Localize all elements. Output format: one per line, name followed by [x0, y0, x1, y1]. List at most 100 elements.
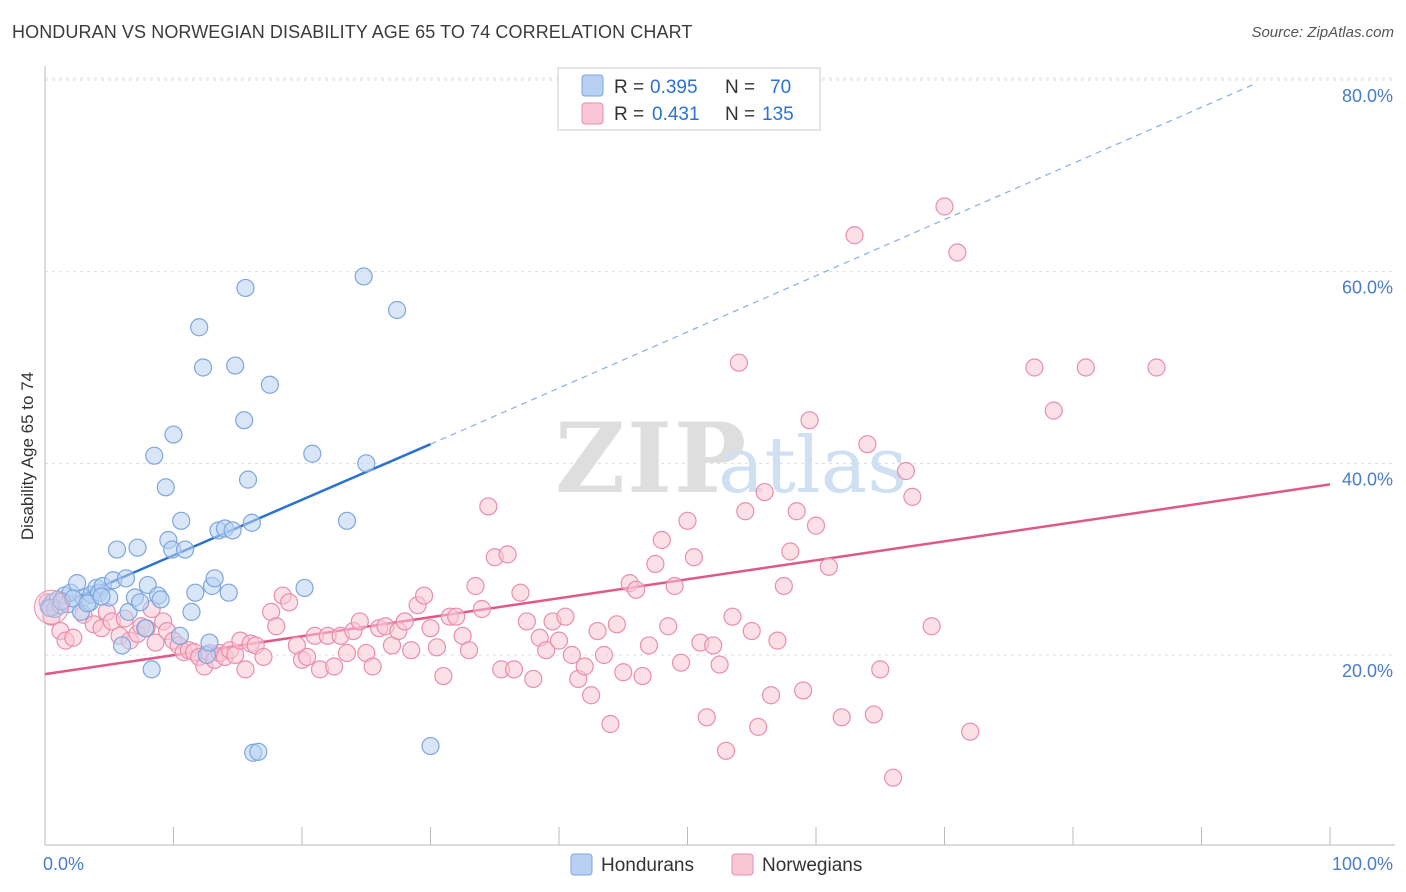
- norwegian-point: [633, 666, 652, 686]
- norwegian-point: [556, 607, 575, 626]
- chart-title: HONDURAN VS NORWEGIAN DISABILITY AGE 65 …: [12, 22, 693, 42]
- norwegian-point: [671, 653, 691, 672]
- bottom-legend-swatch-norwegians: [731, 853, 754, 876]
- honduran-point: [337, 511, 357, 530]
- honduran-point: [190, 318, 209, 337]
- y-tick-labels: 20.0% 40.0% 60.0% 80.0%: [1342, 86, 1393, 681]
- legend-n-label-2: N =: [725, 104, 755, 125]
- norwegian-point: [935, 197, 954, 216]
- honduran-point: [130, 593, 150, 612]
- norwegian-point: [768, 631, 787, 650]
- norwegian-point: [64, 628, 83, 647]
- norwegian-point: [858, 435, 877, 454]
- norwegian-point: [549, 631, 569, 650]
- honduran-point: [226, 356, 245, 375]
- norwegian-point: [742, 621, 761, 641]
- norwegian-point: [903, 487, 922, 506]
- norwegian-point: [524, 669, 543, 689]
- honduran-point: [136, 619, 155, 638]
- norwegian-point: [575, 657, 594, 676]
- norwegian-point: [736, 502, 755, 521]
- x-tick-label: 100.0%: [1332, 854, 1393, 874]
- norwegian-point: [787, 502, 806, 521]
- y-axis-label: Disability Age 65 to 74: [18, 372, 37, 540]
- norwegian-point-large: [33, 589, 69, 625]
- legend-r-value-2: 0.431: [652, 104, 700, 125]
- honduran-point: [236, 278, 255, 298]
- norwegian-point: [761, 686, 781, 705]
- honduran-point: [238, 470, 258, 489]
- bottom-legend-swatch-hondurans: [570, 853, 593, 876]
- honduran-point: [354, 267, 373, 286]
- honduran-point: [219, 583, 238, 602]
- norwegian-point: [325, 657, 344, 676]
- norwegian-point: [819, 557, 838, 576]
- norwegian-point: [639, 636, 659, 655]
- norwegian-point: [646, 554, 665, 574]
- axes: [44, 66, 1395, 846]
- norwegian-point: [896, 461, 916, 481]
- norwegian-point: [845, 226, 864, 245]
- norwegian-point: [414, 586, 434, 605]
- norwegian-point: [1076, 358, 1095, 377]
- honduran-point: [205, 569, 224, 588]
- norwegian-point: [421, 619, 440, 638]
- bottom-legend-hondurans: Hondurans: [601, 855, 694, 876]
- source-label: Source: ZipAtlas.com: [1251, 24, 1394, 41]
- honduran-point: [142, 660, 161, 679]
- norwegian-point: [729, 353, 749, 372]
- honduran-point: [116, 569, 136, 588]
- norwegian-point: [337, 643, 357, 663]
- honduran-point: [249, 742, 268, 761]
- honduran-point: [357, 454, 376, 473]
- honduran-point: [164, 425, 183, 444]
- honduran-point: [170, 626, 190, 645]
- honduran-point: [172, 511, 191, 530]
- norwegian-point: [466, 576, 485, 596]
- norwegian-point: [684, 548, 704, 567]
- norwegian-point: [267, 617, 286, 636]
- norwegian-point: [146, 633, 165, 652]
- norwegian-point: [652, 530, 671, 550]
- norwegian-point: [402, 641, 421, 660]
- norwegian-point: [781, 542, 800, 561]
- honduran-point: [193, 358, 213, 377]
- norwegian-point: [298, 647, 317, 667]
- legend-n-label-1: N =: [725, 77, 755, 98]
- honduran-point: [92, 587, 111, 606]
- norwegian-point: [883, 768, 903, 787]
- norwegian-point: [774, 576, 793, 596]
- honduran-point: [112, 636, 132, 655]
- norwegian-point: [961, 722, 980, 741]
- norwegian-point: [704, 636, 723, 655]
- norwegian-point: [806, 516, 826, 535]
- norwegian-point: [601, 714, 620, 734]
- norwegian-point: [498, 545, 517, 564]
- honduran-point: [421, 736, 440, 756]
- x-tick-label: 0.0%: [43, 854, 84, 874]
- norwegian-point: [749, 717, 768, 736]
- norwegian-point: [479, 497, 498, 516]
- norwegian-point: [447, 607, 466, 626]
- legend-r-label-1: R =: [614, 77, 644, 98]
- correlation-legend: R = 0.395 N = 70 R = 0.431 N = 135: [557, 67, 821, 131]
- honduran-point: [128, 538, 147, 557]
- norwegian-point: [504, 660, 524, 679]
- norwegian-point: [582, 686, 601, 705]
- honduran-point: [186, 583, 205, 602]
- legend-swatch-hondurans: [581, 74, 604, 97]
- norwegian-point: [659, 617, 678, 636]
- norwegian-point: [716, 741, 736, 760]
- norwegian-point: [800, 411, 819, 430]
- norwegian-point: [236, 660, 255, 679]
- norwegian-point: [710, 655, 729, 674]
- norwegian-point: [427, 638, 447, 657]
- norwegian-point: [395, 612, 414, 631]
- gridlines: [45, 77, 1395, 656]
- honduran-point: [182, 602, 201, 621]
- honduran-point: [387, 300, 407, 320]
- honduran-point: [223, 521, 242, 540]
- legend-swatch-norwegians: [581, 102, 604, 125]
- honduran-point: [235, 411, 254, 430]
